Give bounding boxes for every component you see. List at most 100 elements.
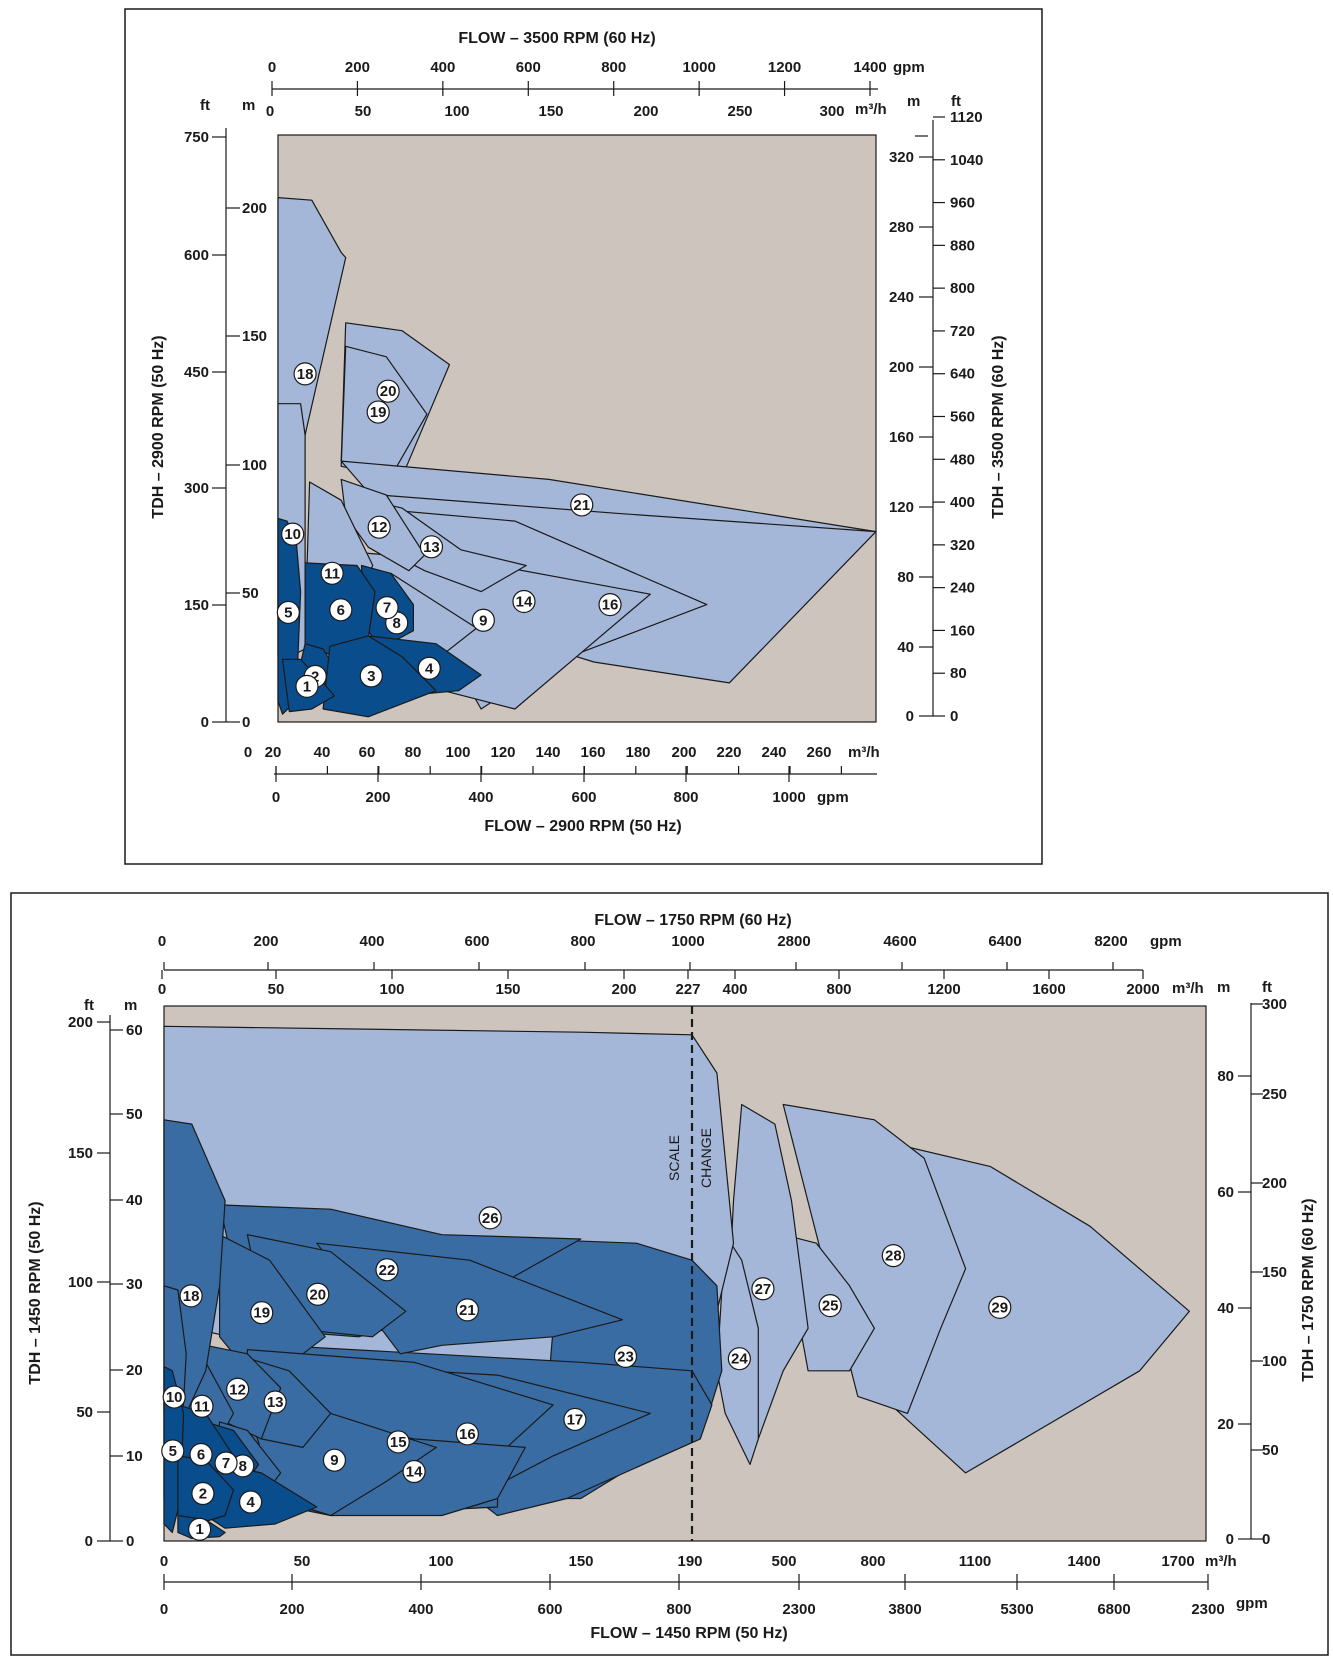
bottom-right-ft-unit: ft [1262,979,1272,996]
top-right-ft-label: 1040 [950,152,983,169]
bottom-left-ft-label: 50 [76,1404,93,1421]
zone-label-4: 4 [425,660,434,677]
zone-label-11: 11 [324,565,340,582]
bottom-m3h-top-label: 100 [379,981,404,998]
bottom-m3h-top-label: 1200 [927,981,960,998]
top-right-ft-label: 640 [950,366,975,383]
zone-label-7: 7 [383,600,391,617]
top-gpm-label: 600 [516,59,541,76]
top-gpm-bottom-label: 1000 [772,789,805,806]
zone-label-12: 12 [371,519,388,536]
top-right-m-label: 0 [906,708,914,725]
top-gpm-bottom-label: 0 [272,789,280,806]
top-left-m-label: 0 [242,714,250,731]
zone-label-27: 27 [755,1281,772,1298]
zone-badge-6 [329,598,353,622]
top-gpm-bottom-label: 400 [468,789,493,806]
top-right-ft-label: 400 [950,494,975,511]
top-m3h-bottom-label: 200 [671,744,696,761]
top-right-ft-label: 1120 [950,109,983,126]
zone-badge-6 [189,1442,213,1467]
zone-label-4: 4 [246,1494,255,1511]
zone-label-24: 24 [731,1351,748,1368]
bottom-right-ft-label: 50 [1262,1442,1279,1459]
zone-label-9: 9 [479,612,487,629]
zone-label-13: 13 [267,1394,284,1411]
zone-label-26: 26 [482,1210,499,1227]
zone-badge-18 [293,362,317,386]
bottom-right-ft-label: 100 [1262,1353,1287,1370]
zone-badge-24 [727,1347,751,1371]
zone-badge-25 [818,1294,842,1318]
top-right-m-label: 120 [889,499,914,516]
top-left-m-label: 100 [242,457,267,474]
zone-label-2: 2 [311,668,319,685]
top-ylabel-right: TDH – 3500 RPM (60 Hz) [990,335,1007,518]
zone-badge-7 [214,1451,238,1475]
top-right-m-label: 160 [889,429,914,446]
bottom-m3h-top-label: 2000 [1126,981,1159,998]
zone-badge-19 [366,400,390,424]
zone-badge-15 [386,1430,410,1454]
bottom-gpm-top-label: 6400 [988,933,1021,950]
bottom-m3h-bottom-unit: m³/h [1205,1553,1237,1570]
bottom-gpm-top-label: 400 [359,933,384,950]
zone-label-13: 13 [423,539,440,556]
zone-label-25: 25 [822,1298,839,1315]
bottom-left-m-label: 40 [126,1192,143,1209]
zone-badge-29 [988,1295,1012,1319]
bottom-m3h-top-label: 227 [675,981,700,998]
bottom-m3h-bottom-label: 1400 [1067,1553,1100,1570]
zone-label-10: 10 [284,526,301,543]
bottom-m3h-top-label: 400 [722,981,747,998]
bottom-m3h-bottom-label: 1700 [1161,1553,1194,1570]
bottom-right-m-label: 40 [1217,1300,1234,1317]
top-gpm-label: 400 [430,59,455,76]
bottom-gpm-bottom-label: 600 [537,1601,562,1618]
bottom-gpm-bottom-label: 3800 [888,1601,921,1618]
zone-badge-7 [375,596,399,620]
zone-label-15: 15 [390,1434,407,1451]
bottom-m3h-top-label: 200 [611,981,636,998]
zone-badge-13 [263,1390,287,1414]
top-right-ft-label: 560 [950,409,975,426]
top-left-ft-label: 0 [201,714,209,731]
zone-label-7: 7 [222,1455,230,1472]
top-right-ft-label: 320 [950,537,975,554]
zone-badge-27 [751,1277,775,1301]
zone-label-5: 5 [169,1443,177,1460]
bottom-gpm-bottom-label: 2300 [1191,1601,1224,1618]
zone-badge-16 [598,592,622,617]
zone-badge-13 [419,535,444,559]
top-gpm-label: 0 [268,59,276,76]
bottom-gpm-top-label: 4600 [883,933,916,950]
bottom-gpm-bottom-label: 800 [666,1601,691,1618]
bottom-gpm-bottom-label: 5300 [1000,1601,1033,1618]
top-m3h-top-label: 300 [819,103,844,120]
bottom-zone-labels: 2928252724262317222120191615149131211818… [161,1206,1012,1541]
bottom-right-ft-label: 0 [1262,1531,1270,1548]
zone-label-14: 14 [406,1464,423,1481]
zone-badge-17 [563,1407,587,1432]
top-right-ft-label: 160 [950,622,975,639]
bottom-right-m-unit: m [1217,979,1230,996]
bottom-chart-frame [10,892,1329,1656]
bottom-right-m-label: 20 [1217,1416,1234,1433]
bottom-m3h-bottom-label: 1100 [959,1553,992,1570]
top-right-ft-label: 480 [950,451,975,468]
top-right-m-label: 280 [889,219,914,236]
zone-badge-5 [161,1439,185,1463]
top-m3h-bottom-label: 180 [625,744,650,761]
zone-label-5: 5 [284,604,292,621]
bottom-left-m-label: 30 [126,1276,143,1293]
bottom-right-m-label: 80 [1217,1068,1234,1085]
top-gpm-top-unit: gpm [893,59,925,76]
top-m3h-top-label: 50 [355,103,372,120]
zone-label-20: 20 [309,1286,326,1303]
top-axes [212,81,945,782]
top-chart: 18 20 19 21 16 14 9 8 13 12 11 10 5 7 6 2 4 3 1 FLOW – 350… [150,30,1007,835]
top-m3h-bottom-unit: m³/h [848,744,880,761]
zone-28 [782,1103,967,1415]
